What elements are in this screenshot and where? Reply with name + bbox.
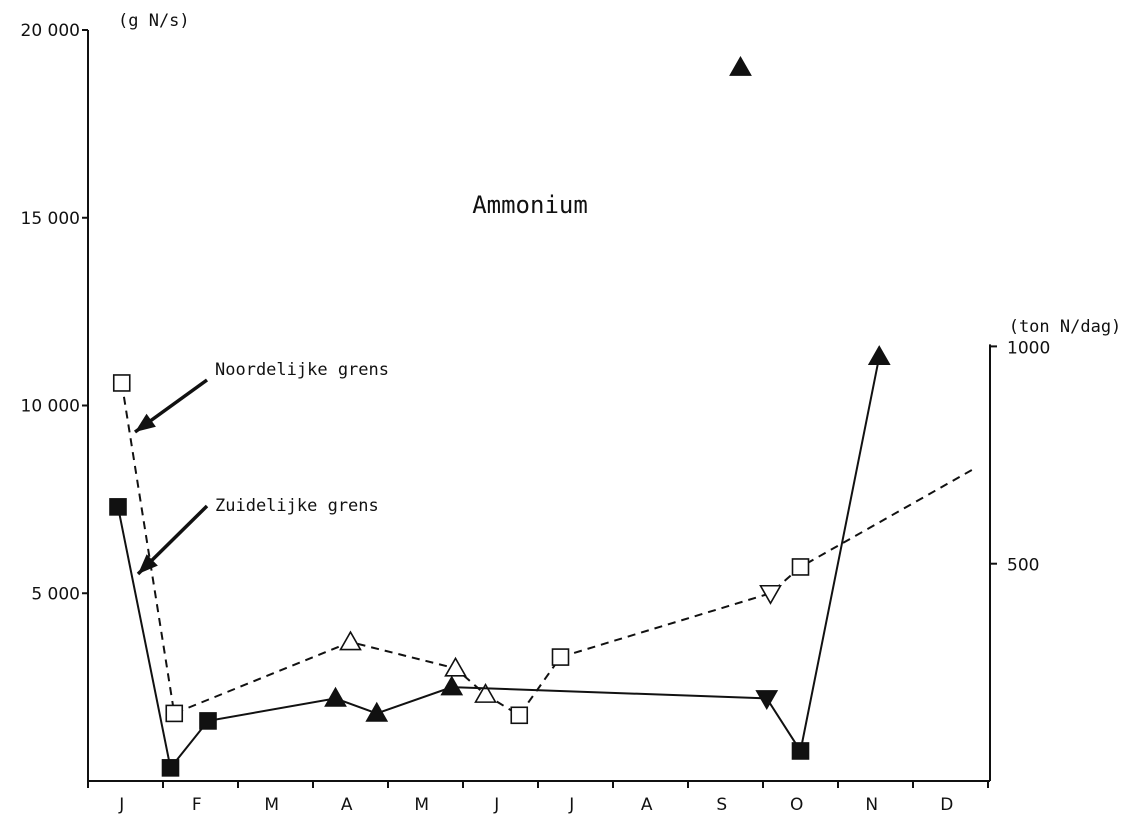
x-tick-label: M bbox=[414, 795, 429, 815]
filled-triangle-up-marker bbox=[326, 688, 346, 706]
left-tick-label: 5 000 bbox=[31, 584, 80, 604]
filled-triangle-up-marker bbox=[869, 347, 889, 365]
filled-triangle-up-marker bbox=[442, 677, 462, 695]
arrow-head bbox=[135, 414, 156, 432]
right-tick-label: 500 bbox=[1007, 556, 1039, 576]
open-triangle-up-marker bbox=[341, 632, 361, 650]
left-tick-label: 20 000 bbox=[21, 21, 80, 41]
open-square-marker bbox=[553, 649, 569, 665]
noordelijke-grens-label: Noordelijke grens bbox=[215, 360, 389, 380]
filled-square-marker bbox=[110, 499, 126, 515]
series-zuidelijke-grens bbox=[110, 347, 889, 776]
x-tick-label: N bbox=[865, 795, 878, 815]
filled-triangle-up-marker bbox=[731, 58, 751, 76]
open-square-marker bbox=[114, 375, 130, 391]
filled-square-marker bbox=[163, 760, 179, 776]
right-tick-label: 1000 bbox=[1007, 338, 1050, 358]
axes: 5 000 10 000 15 000 20 000 500 1000 J F M A M J J A S O… bbox=[21, 21, 1051, 815]
series-noordelijke-grens bbox=[114, 375, 973, 723]
right-axis-unit: (ton N/dag) bbox=[1009, 317, 1122, 337]
x-tick-label: D bbox=[940, 795, 953, 815]
chart-title: Ammonium bbox=[472, 191, 588, 219]
open-square-marker bbox=[511, 707, 527, 723]
x-tick-label: O bbox=[790, 795, 803, 815]
x-tick-label: S bbox=[716, 795, 727, 815]
filled-square-marker bbox=[200, 713, 216, 729]
x-tick-label: M bbox=[264, 795, 279, 815]
left-axis-unit: (g N/s) bbox=[118, 11, 190, 31]
annotations bbox=[135, 380, 207, 574]
filled-triangle-down-marker bbox=[757, 691, 777, 709]
x-tick-label: A bbox=[641, 795, 653, 815]
x-tick-label: A bbox=[341, 795, 353, 815]
zuidelijke-grens-arrow bbox=[138, 506, 207, 574]
left-tick-label: 10 000 bbox=[21, 397, 80, 417]
series-isolated-2 bbox=[731, 58, 751, 76]
open-square-marker bbox=[166, 705, 182, 721]
x-tick-label: J bbox=[118, 795, 124, 815]
x-tick-label: J bbox=[568, 795, 574, 815]
open-triangle-up-marker bbox=[446, 658, 466, 676]
filled-triangle-up-marker bbox=[367, 703, 387, 721]
open-square-marker bbox=[793, 559, 809, 575]
series-line bbox=[122, 383, 973, 715]
left-tick-label: 15 000 bbox=[21, 209, 80, 229]
zuidelijke-grens-label: Zuidelijke grens bbox=[215, 496, 379, 516]
noordelijke-grens-arrow bbox=[135, 380, 207, 432]
x-tick-label: J bbox=[493, 795, 499, 815]
x-tick-label: F bbox=[192, 795, 202, 815]
filled-square-marker bbox=[793, 743, 809, 759]
series-layer bbox=[110, 58, 973, 776]
